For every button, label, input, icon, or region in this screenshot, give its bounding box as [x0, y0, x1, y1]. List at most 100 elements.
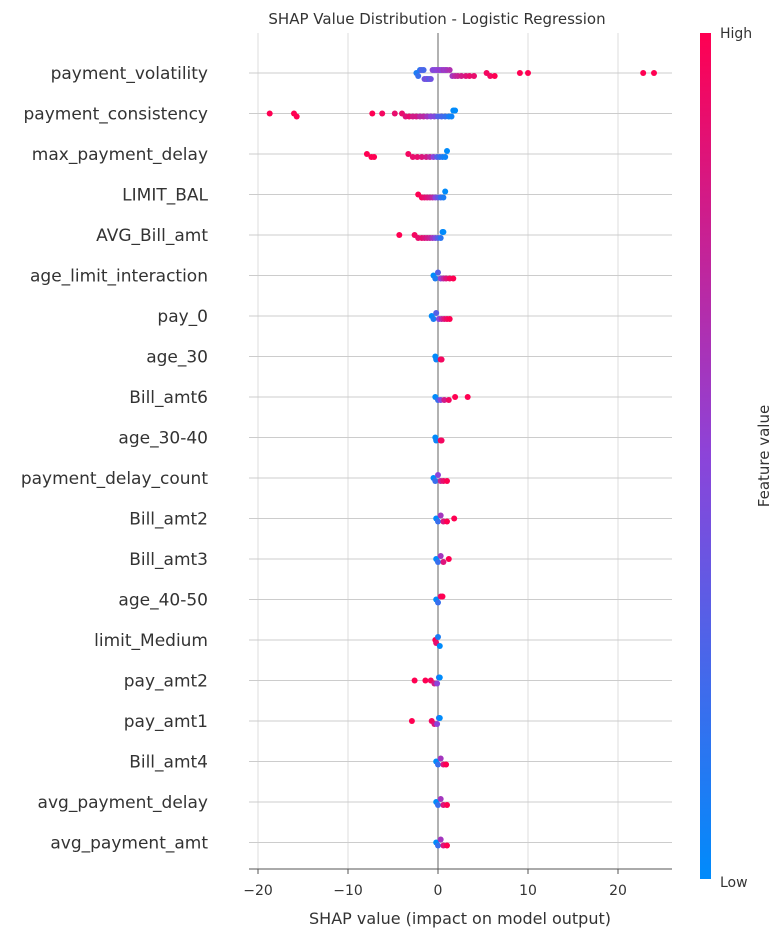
- shap-point: [435, 761, 441, 768]
- shap-point: [442, 154, 449, 160]
- shap-point: [444, 518, 450, 525]
- feature-label: Bill_amt6: [129, 388, 208, 408]
- shap-point: [440, 559, 447, 565]
- shap-point: [436, 674, 443, 681]
- shap-point: [435, 842, 441, 849]
- feature-label: AVG_Bill_amt: [96, 226, 208, 246]
- shap-point: [433, 437, 440, 444]
- shap-point: [452, 107, 459, 114]
- shap-point: [405, 151, 412, 157]
- shap-point: [651, 70, 657, 76]
- feature-rows: payment_volatility payment_consistencymax…: [21, 64, 672, 854]
- chart-title: SHAP Value Distribution - Logistic Regre…: [268, 10, 605, 28]
- shap-point: [491, 73, 498, 79]
- shap-point: [435, 802, 441, 808]
- shap-point: [451, 515, 458, 522]
- shap-point: [445, 556, 452, 562]
- shap-point: [446, 67, 453, 73]
- shap-point: [414, 154, 421, 160]
- x-tick-label: −20: [243, 883, 273, 899]
- feature-label: age_30-40: [118, 429, 208, 449]
- shap-point: [466, 73, 473, 79]
- shap-point: [432, 478, 439, 484]
- shap-point: [266, 110, 273, 117]
- shap-point: [438, 356, 445, 363]
- shap-point: [437, 553, 444, 559]
- feature-label: max_payment_delay: [32, 145, 208, 165]
- shap-point: [435, 634, 441, 640]
- shap-point: [418, 154, 425, 160]
- feature-label: Bill_amt4: [129, 753, 208, 773]
- feature-label: avg_payment_delay: [38, 793, 208, 813]
- x-axis-label: SHAP value (impact on model output): [309, 909, 611, 928]
- shap-point: [444, 802, 450, 808]
- shap-point: [293, 113, 300, 120]
- shap-point: [437, 836, 444, 843]
- shap-point: [420, 67, 427, 73]
- x-axis: −20 −10 0 10 20: [243, 868, 672, 899]
- feature-label: age_40-50: [118, 591, 208, 611]
- shap-point: [464, 394, 471, 400]
- shap-point: [436, 643, 443, 649]
- shap-point: [434, 680, 441, 687]
- shap-point: [411, 677, 418, 684]
- x-tick-label: 10: [519, 883, 537, 899]
- shap-point: [409, 154, 416, 160]
- x-tick-label: 20: [609, 883, 627, 899]
- shap-point: [437, 235, 444, 241]
- shap-point: [445, 397, 452, 403]
- feature-label: avg_payment_amt: [50, 834, 208, 854]
- shap-point: [422, 677, 429, 684]
- shap-point: [516, 70, 523, 76]
- feature-label: age_30: [146, 348, 208, 368]
- shap-point: [408, 718, 415, 724]
- shap-point: [450, 275, 457, 282]
- colorbar-low-label: Low: [720, 875, 748, 891]
- shap-point: [369, 110, 376, 117]
- shap-point: [640, 70, 647, 76]
- x-tick-label: 0: [434, 883, 443, 899]
- feature-label: age_limit_interaction: [30, 267, 208, 287]
- shap-point: [433, 310, 440, 316]
- shap-point: [444, 148, 450, 154]
- shap-point: [430, 316, 437, 322]
- shap-point: [443, 761, 450, 768]
- feature-label: payment_delay_count: [21, 469, 208, 489]
- shap-point: [441, 397, 448, 403]
- shap-point: [436, 715, 443, 721]
- feature-label: payment_volatility: [51, 64, 208, 84]
- feature-label: pay_amt2: [124, 672, 208, 692]
- grid-layer: [257, 33, 619, 869]
- shap-point: [525, 70, 531, 76]
- shap-point: [437, 512, 444, 519]
- colorbar-title: Feature value: [755, 405, 773, 507]
- shap-point: [452, 394, 459, 400]
- shap-point: [440, 194, 447, 201]
- shap-point: [415, 73, 422, 79]
- shap-point: [363, 151, 370, 157]
- shap-point: [435, 472, 441, 478]
- shap-point: [446, 316, 453, 322]
- feature-label: payment_consistency: [24, 105, 209, 125]
- shap-point: [471, 73, 477, 79]
- shap-point: [435, 269, 441, 276]
- shap-point: [371, 154, 378, 160]
- shap-point: [439, 593, 446, 600]
- shap-point: [458, 73, 465, 79]
- data-points: [266, 67, 657, 849]
- shap-point: [448, 113, 455, 120]
- shap-point: [396, 232, 403, 238]
- feature-label: pay_0: [157, 307, 208, 327]
- feature-label: Bill_amt3: [129, 550, 208, 570]
- shap-point: [444, 478, 450, 484]
- shap-point: [427, 76, 434, 82]
- shap-point: [435, 518, 441, 525]
- colorbar: [700, 33, 711, 879]
- shap-point: [437, 796, 444, 802]
- x-tick-label: −10: [333, 883, 363, 899]
- colorbar-high-label: High: [720, 26, 752, 42]
- shap-point: [435, 599, 441, 606]
- shap-point: [433, 356, 440, 363]
